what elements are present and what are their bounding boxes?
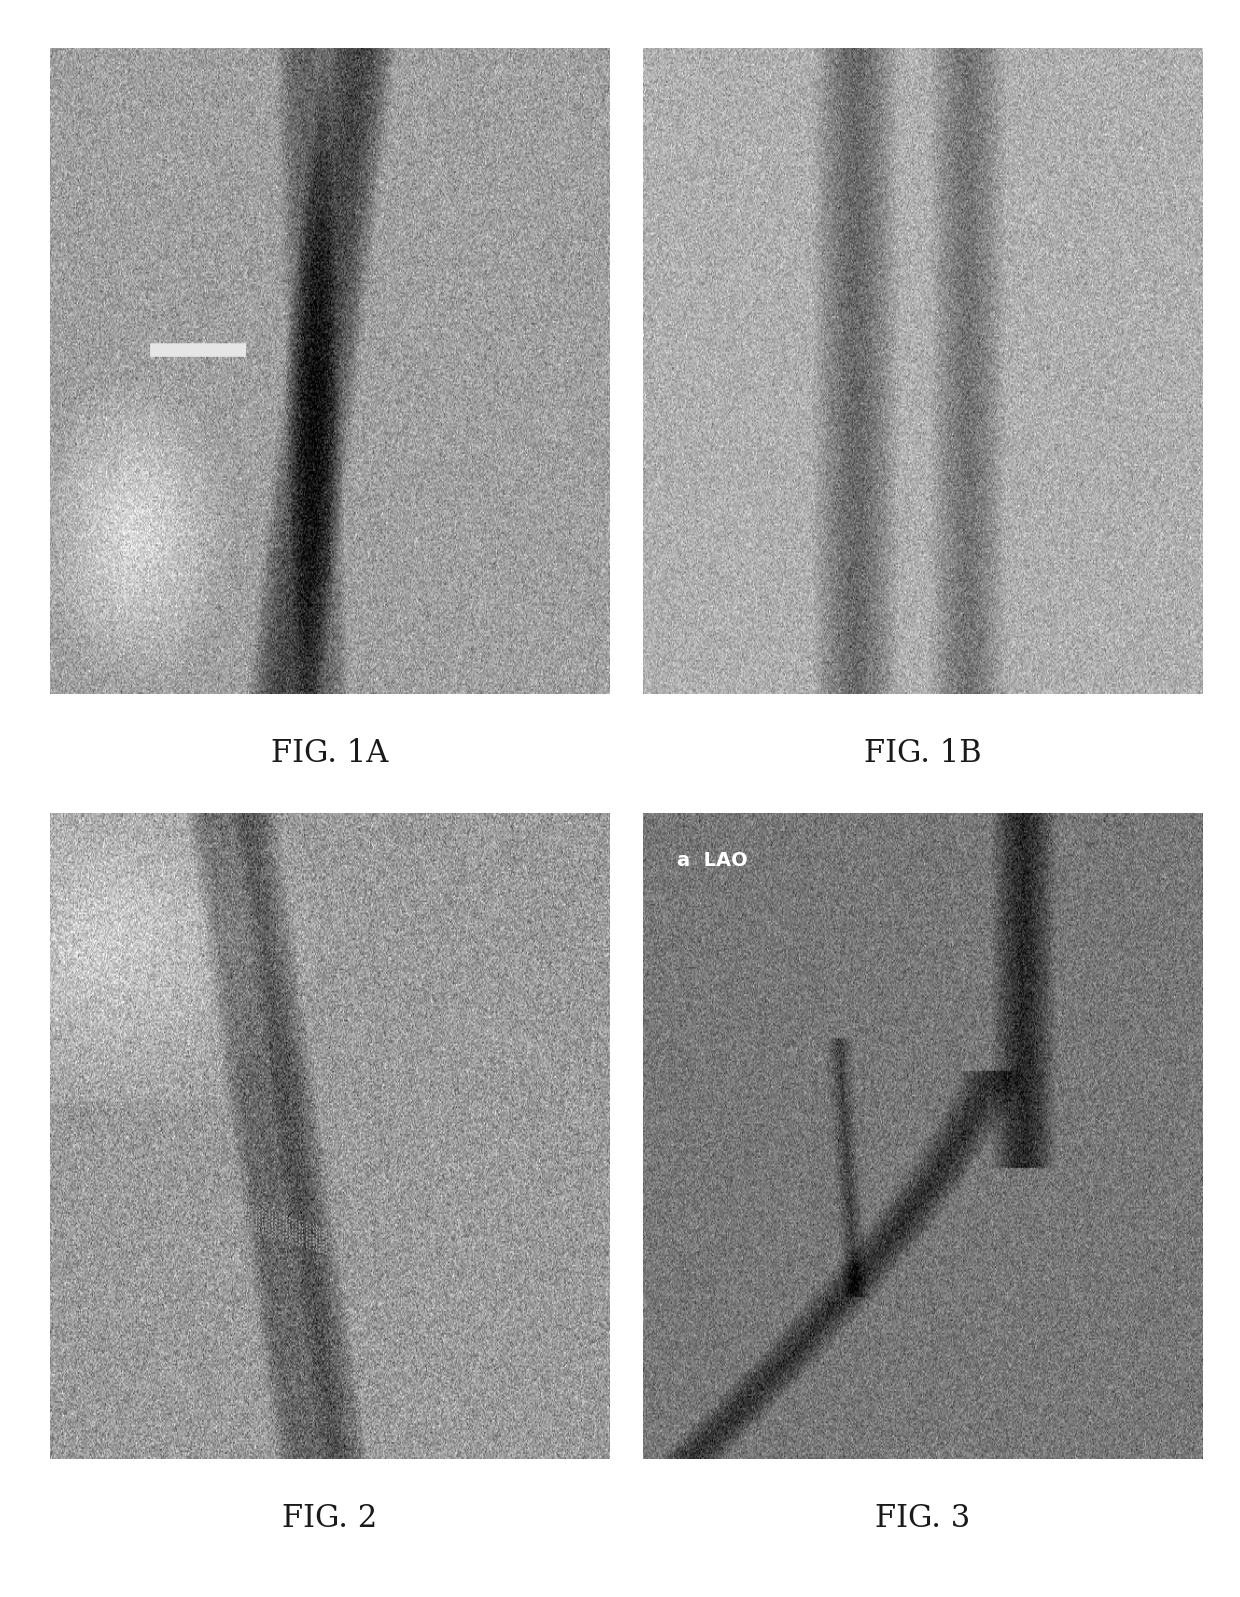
Text: FIG. 1B: FIG. 1B: [864, 738, 982, 770]
Text: a  LAO: a LAO: [677, 851, 748, 870]
Text: FIG. 1A: FIG. 1A: [270, 738, 388, 770]
Text: FIG. 3: FIG. 3: [875, 1503, 971, 1533]
Text: FIG. 2: FIG. 2: [281, 1503, 377, 1533]
